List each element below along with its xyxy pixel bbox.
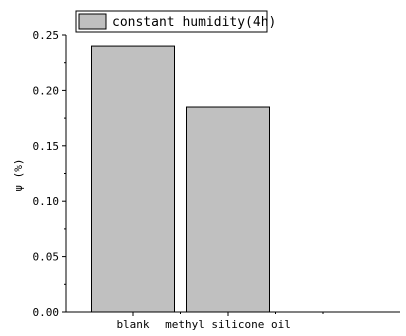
legend-box bbox=[75, 10, 268, 33]
y-tick-label: 0.25 bbox=[33, 29, 60, 42]
legend-swatch bbox=[78, 13, 107, 30]
y-tick-label: 0.00 bbox=[33, 306, 60, 319]
y-tick-label: 0.10 bbox=[33, 195, 60, 208]
plot-area: 0.00 0.05 0.10 0.15 0.20 0.25 blank methyl sili… bbox=[33, 29, 400, 331]
bar bbox=[186, 106, 270, 313]
legend-label: constant humidity(4h) bbox=[112, 15, 276, 30]
legend: constant humidity(4h) bbox=[75, 10, 276, 33]
y-axis-title: ψ (%) bbox=[12, 158, 25, 191]
y-tick-label: 0.20 bbox=[33, 84, 60, 97]
y-tick-label: 0.05 bbox=[33, 251, 60, 264]
x-tick-label: blank bbox=[116, 318, 149, 331]
bar bbox=[91, 45, 175, 313]
x-tick-label: methyl silicone oil bbox=[165, 318, 291, 331]
y-tick-label: 0.15 bbox=[33, 140, 60, 153]
